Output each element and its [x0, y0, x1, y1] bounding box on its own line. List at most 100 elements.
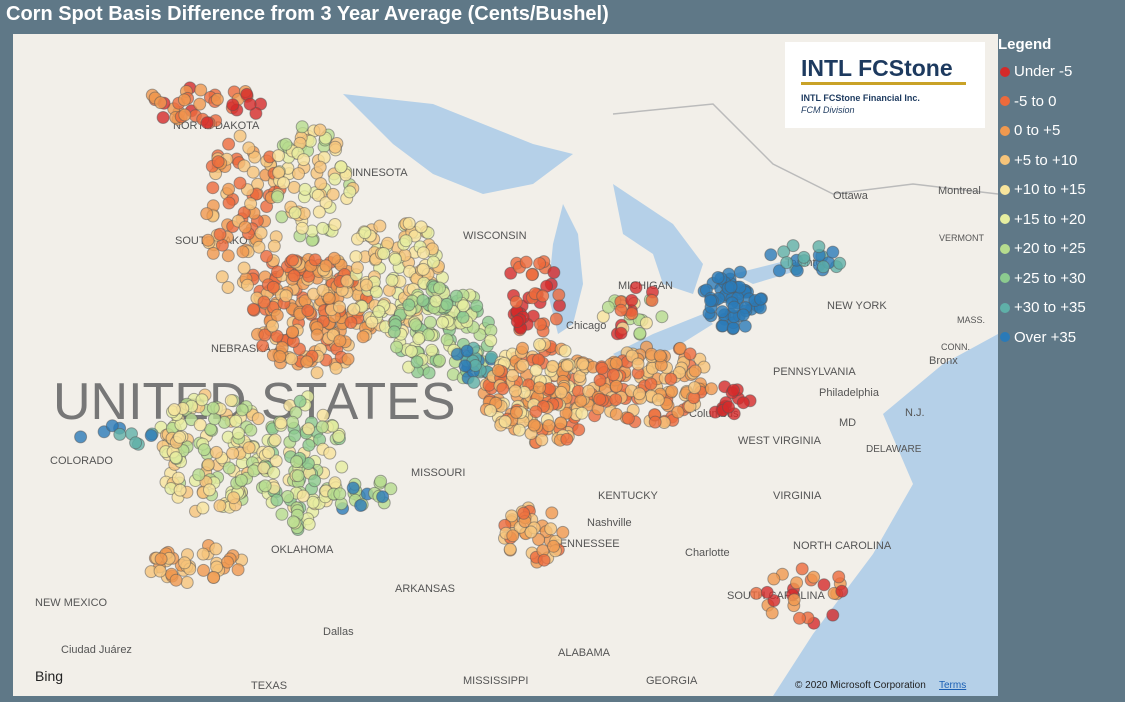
location-dot[interactable] [349, 250, 363, 264]
location-dot[interactable] [416, 246, 430, 260]
location-dot[interactable] [560, 432, 574, 446]
location-dot[interactable] [222, 182, 236, 196]
location-dot[interactable] [237, 261, 251, 275]
location-dot[interactable] [456, 310, 470, 324]
location-dot[interactable] [595, 361, 609, 375]
location-dot[interactable] [270, 308, 284, 322]
location-dot[interactable] [648, 415, 662, 429]
legend-item[interactable]: Under -5 [998, 57, 1086, 87]
location-dot[interactable] [308, 474, 322, 488]
location-dot[interactable] [409, 318, 422, 332]
location-dot[interactable] [200, 207, 214, 221]
location-dot[interactable] [390, 340, 404, 354]
location-dot[interactable] [711, 271, 725, 284]
location-dot[interactable] [389, 252, 402, 266]
location-dot[interactable] [323, 446, 337, 460]
location-dot[interactable] [533, 338, 547, 351]
location-dot[interactable] [593, 373, 607, 387]
location-dot[interactable] [169, 573, 183, 587]
location-dot[interactable] [286, 253, 299, 267]
location-dot[interactable] [226, 98, 240, 112]
location-dot[interactable] [508, 384, 522, 398]
location-dot[interactable] [467, 375, 481, 389]
location-dot[interactable] [376, 490, 390, 504]
location-dot[interactable] [736, 396, 750, 410]
location-dot[interactable] [254, 226, 268, 240]
location-dot[interactable] [370, 285, 383, 299]
location-dot[interactable] [266, 319, 279, 333]
location-dot[interactable] [308, 253, 322, 267]
location-dot[interactable] [242, 141, 256, 155]
location-dot[interactable] [333, 487, 347, 501]
legend-item[interactable]: Over +35 [998, 323, 1086, 353]
location-dot[interactable] [416, 262, 430, 276]
location-dot[interactable] [221, 249, 235, 263]
location-dot[interactable] [724, 280, 738, 294]
location-dot[interactable] [258, 479, 272, 493]
location-dot[interactable] [449, 289, 463, 303]
legend-item[interactable]: +20 to +25 [998, 234, 1086, 264]
legend-item[interactable]: +15 to +20 [998, 205, 1086, 235]
location-dot[interactable] [343, 185, 357, 199]
location-dot[interactable] [248, 150, 262, 164]
location-dot[interactable] [267, 466, 281, 480]
location-dot[interactable] [385, 273, 399, 287]
location-dot[interactable] [295, 120, 309, 134]
location-dot[interactable] [105, 419, 119, 433]
location-dot[interactable] [554, 416, 568, 430]
location-dot[interactable] [346, 481, 360, 495]
location-dot[interactable] [200, 116, 214, 130]
location-dot[interactable] [74, 430, 88, 444]
location-dot[interactable] [688, 381, 702, 395]
location-dot[interactable] [302, 517, 316, 531]
location-dot[interactable] [210, 92, 224, 106]
location-dot[interactable] [533, 381, 546, 395]
location-dot[interactable] [665, 384, 679, 398]
location-dot[interactable] [609, 393, 623, 407]
location-dot[interactable] [509, 295, 523, 309]
location-dot[interactable] [243, 97, 257, 111]
location-dot[interactable] [651, 393, 665, 407]
location-dot[interactable] [429, 294, 443, 308]
location-dot[interactable] [416, 294, 430, 307]
location-dot[interactable] [286, 415, 299, 429]
location-dot[interactable] [272, 166, 286, 180]
location-dot[interactable] [496, 382, 510, 396]
location-dot[interactable] [316, 221, 330, 235]
location-dot[interactable] [404, 344, 418, 358]
location-dot[interactable] [533, 257, 547, 270]
location-dot[interactable] [715, 305, 729, 319]
location-dot[interactable] [614, 303, 628, 317]
location-dot[interactable] [301, 304, 315, 317]
location-dot[interactable] [144, 429, 158, 442]
location-dot[interactable] [171, 471, 185, 485]
location-dot[interactable] [633, 326, 647, 340]
location-dot[interactable] [510, 315, 524, 328]
location-dot[interactable] [207, 571, 221, 584]
location-dot[interactable] [554, 385, 568, 399]
location-dot[interactable] [209, 542, 223, 556]
location-dot[interactable] [251, 412, 265, 426]
location-dot[interactable] [322, 291, 336, 305]
location-dot[interactable] [560, 359, 574, 373]
location-dot[interactable] [440, 297, 454, 311]
location-dot[interactable] [629, 281, 643, 295]
location-dot[interactable] [312, 205, 326, 219]
location-dot[interactable] [384, 482, 398, 496]
location-dot[interactable] [340, 274, 354, 288]
location-dot[interactable] [333, 300, 346, 314]
location-dot[interactable] [527, 418, 541, 432]
location-dot[interactable] [683, 347, 697, 361]
location-dot[interactable] [222, 196, 236, 210]
location-dot[interactable] [609, 356, 623, 370]
location-dot[interactable] [426, 255, 440, 269]
location-dot[interactable] [275, 507, 289, 521]
location-dot[interactable] [173, 430, 187, 444]
location-dot[interactable] [193, 418, 207, 432]
location-dot[interactable] [211, 155, 225, 169]
location-dot[interactable] [270, 493, 284, 507]
location-dot[interactable] [631, 357, 645, 371]
location-dot[interactable] [807, 570, 821, 584]
location-dot[interactable] [327, 251, 341, 265]
location-dot[interactable] [460, 344, 474, 358]
